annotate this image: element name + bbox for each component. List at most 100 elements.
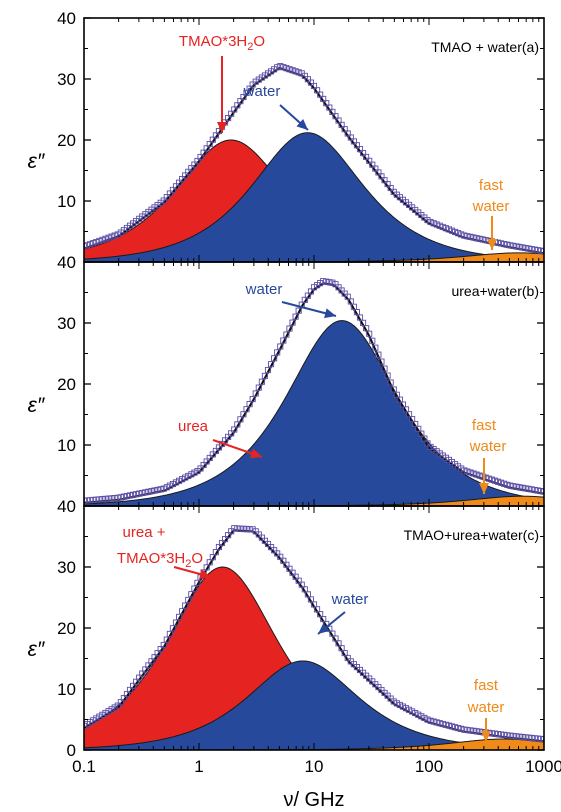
data-point: [252, 78, 259, 85]
area-water: [84, 132, 544, 262]
data-point: [488, 476, 495, 483]
annotation-label: water: [467, 699, 505, 716]
data-point: [274, 550, 281, 557]
data-point: [96, 237, 103, 245]
annotation-label: water: [243, 83, 281, 100]
panel-label: TMAO + water(a): [431, 39, 539, 55]
data-point: [114, 231, 121, 238]
data-point: [136, 674, 143, 681]
data-point: [286, 325, 293, 332]
data-point: [139, 489, 146, 497]
data-point: [522, 244, 529, 252]
data-point: [188, 471, 195, 478]
data-point: [283, 561, 290, 568]
data-point: [157, 646, 164, 653]
data-point: [525, 485, 532, 492]
data-point: [418, 713, 425, 720]
data-point: [271, 355, 278, 362]
data-point: [409, 416, 416, 423]
data-point: [209, 136, 216, 143]
data-point: [473, 728, 480, 735]
data-point: [280, 337, 287, 344]
data-point: [154, 486, 161, 493]
data-point: [458, 231, 465, 238]
data-point: [304, 292, 311, 299]
data-point: [326, 104, 333, 111]
data-point: [540, 736, 544, 743]
data-point: [154, 650, 161, 657]
data-point: [393, 700, 400, 707]
data-point: [218, 539, 226, 547]
data-point: [516, 484, 523, 491]
area-water: [84, 320, 544, 506]
data-point: [317, 91, 324, 98]
data-point: [421, 714, 428, 721]
data-point: [93, 715, 100, 722]
data-point: [163, 194, 170, 201]
data-point: [185, 168, 192, 175]
data-point: [197, 465, 204, 472]
data-point: [237, 416, 244, 423]
data-point: [231, 426, 238, 433]
data-point: [182, 474, 189, 481]
annotation-text: O: [191, 550, 203, 567]
data-point: [528, 246, 535, 253]
data-point: [108, 233, 115, 240]
data-point: [350, 303, 357, 310]
data-point: [286, 66, 293, 73]
data-point: [246, 85, 253, 92]
y-tick-label: 10: [57, 680, 76, 699]
data-point: [531, 735, 538, 742]
data-point: [378, 173, 385, 180]
data-point: [498, 479, 505, 486]
water-arrow-head: [324, 308, 336, 319]
data-point: [240, 525, 247, 532]
data-point: [338, 645, 345, 652]
data-point: [360, 149, 367, 157]
data-point: [470, 470, 477, 477]
data-point: [332, 635, 339, 642]
data-point: [215, 444, 222, 451]
data-point: [130, 491, 137, 498]
data-point: [289, 319, 296, 326]
data-point: [415, 425, 422, 432]
data-point: [148, 488, 155, 495]
data-point: [231, 525, 238, 532]
data-point: [179, 608, 186, 615]
data-point: [445, 226, 452, 233]
data-point: [513, 733, 520, 740]
data-point: [353, 309, 360, 316]
data-point: [301, 586, 308, 593]
data-point: [215, 543, 222, 551]
data-point: [166, 190, 173, 197]
data-point: [436, 720, 443, 727]
data-point: [185, 472, 192, 479]
data-point: [458, 725, 465, 732]
data-point: [522, 734, 529, 741]
data-point: [381, 177, 388, 184]
data-point: [363, 325, 370, 332]
data-point: [314, 282, 321, 289]
data-point: [206, 140, 213, 148]
data-point: [108, 495, 115, 502]
data-point: [424, 440, 431, 447]
data-point: [442, 225, 449, 232]
data-point: [225, 433, 232, 440]
annotation-label: fast: [474, 677, 499, 694]
data-point: [222, 536, 229, 543]
data-point: [384, 372, 391, 379]
data-point: [415, 711, 422, 718]
data-point: [225, 532, 232, 539]
data-point: [240, 93, 247, 101]
data-point: [252, 390, 259, 397]
data-point: [200, 149, 207, 156]
data-point: [452, 228, 459, 235]
data-point: [295, 577, 302, 584]
annotation-label: fast: [472, 417, 497, 434]
data-point: [93, 496, 100, 503]
data-point: [258, 534, 265, 541]
data-point: [363, 153, 370, 160]
data-point: [369, 161, 376, 168]
data-point: [176, 613, 183, 620]
